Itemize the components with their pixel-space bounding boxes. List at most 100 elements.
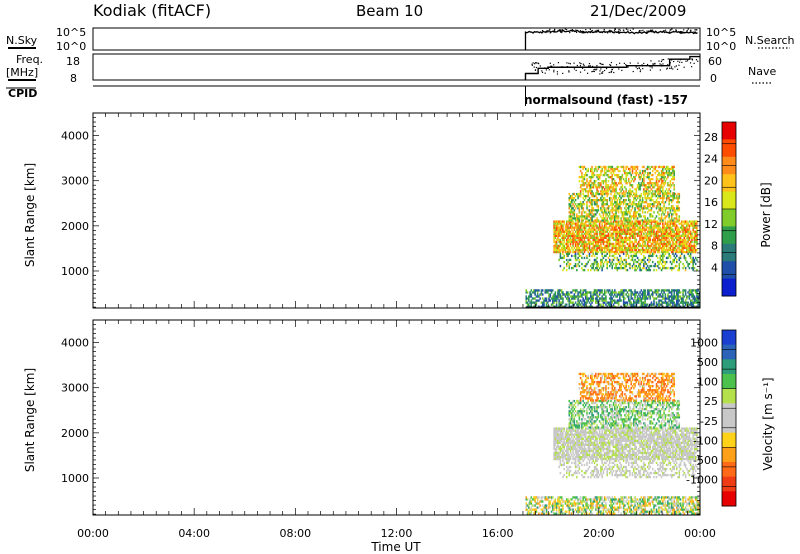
power-cell — [615, 291, 617, 294]
velocity-cell — [616, 439, 619, 442]
power-cell — [630, 303, 633, 306]
power-cell — [569, 209, 572, 212]
power-cell — [560, 242, 563, 246]
power-cell — [610, 222, 612, 225]
power-cell — [638, 182, 640, 185]
power-cell — [558, 230, 560, 233]
velocity-cell — [553, 443, 555, 447]
power-cell — [630, 209, 633, 212]
power-cell — [616, 232, 619, 235]
power-cell — [584, 215, 587, 218]
power-cell — [615, 240, 617, 244]
power-cell — [612, 213, 615, 216]
velocity-cell — [615, 433, 617, 436]
power-cell — [670, 250, 673, 254]
nsearch-point — [679, 30, 681, 33]
power-cell — [689, 246, 692, 250]
velocity-cell — [553, 451, 555, 455]
nave-point — [596, 68, 598, 70]
power-cell — [639, 169, 641, 173]
velocity-cell — [600, 435, 602, 438]
power-cell — [654, 289, 657, 292]
power-cell — [627, 293, 630, 296]
power-cell — [689, 301, 692, 304]
power-cell — [677, 293, 679, 296]
power-cell — [568, 217, 571, 220]
power-cell — [643, 190, 645, 193]
velocity-cell — [584, 433, 587, 436]
velocity-cell — [591, 441, 593, 444]
power-cell — [657, 222, 659, 225]
power-cell — [574, 252, 577, 256]
power-cell — [682, 242, 684, 246]
power-cell — [553, 236, 555, 240]
power-cell — [624, 236, 626, 240]
power-cell — [603, 244, 606, 248]
power-cell — [611, 246, 614, 250]
velocity-cell — [605, 431, 607, 434]
power-cell — [611, 188, 614, 191]
nsky-series — [524, 28, 698, 50]
power-cell — [597, 246, 600, 250]
power-cell — [683, 295, 686, 298]
velocity-cell — [553, 433, 555, 436]
velocity-cell — [592, 429, 595, 432]
power-cell — [591, 254, 593, 258]
velocity-cell — [582, 437, 584, 440]
velocity-cell — [603, 429, 606, 432]
power-cell — [571, 196, 573, 200]
nsearch-point — [647, 31, 650, 33]
nave-point — [566, 62, 568, 64]
power-cell — [597, 236, 600, 240]
power-cell — [645, 303, 648, 306]
power-cell — [646, 186, 649, 189]
power-cell — [560, 291, 563, 294]
power-cell — [645, 226, 648, 229]
power-cell — [586, 190, 588, 193]
power-cell — [616, 299, 619, 302]
power-cell — [659, 230, 662, 233]
power-cell — [664, 192, 667, 195]
nave-point — [587, 72, 589, 74]
power-cell — [691, 250, 693, 254]
power-cell — [655, 190, 658, 193]
power-cell — [689, 254, 692, 258]
power-cell — [612, 250, 615, 254]
nsearch-point — [642, 29, 644, 31]
power-cell — [603, 289, 606, 292]
power-cell — [601, 190, 603, 193]
power-cell — [677, 198, 679, 202]
power-cell — [619, 262, 621, 266]
power-cell — [586, 248, 588, 252]
power-cell — [581, 244, 583, 248]
velocity-cell — [592, 455, 595, 459]
velocity-cell — [558, 441, 560, 444]
velocity-cell — [581, 443, 583, 447]
velocity-cell — [616, 449, 619, 453]
velocity-cell — [558, 445, 560, 449]
power-cell — [662, 192, 664, 195]
power-cell — [634, 215, 636, 218]
power-cell — [693, 289, 696, 292]
power-cell — [663, 260, 665, 264]
power-cell — [660, 207, 663, 210]
power-cell — [665, 188, 668, 191]
power-cell — [679, 260, 682, 264]
power-cell — [621, 232, 624, 235]
power-cell — [622, 192, 625, 195]
power-cell — [669, 167, 672, 171]
nsearch-point — [541, 29, 544, 32]
power-cell — [574, 242, 577, 246]
power-cell — [577, 222, 579, 225]
nsearch-point — [609, 29, 611, 32]
velocity-cell — [586, 455, 588, 459]
power-cell — [583, 184, 586, 187]
power-cell — [678, 236, 681, 240]
velocity-cell — [592, 453, 595, 457]
power-cell — [659, 228, 662, 231]
power-cell — [629, 192, 631, 195]
velocity-cell — [610, 455, 612, 459]
power-cell — [554, 228, 557, 231]
power-cell — [557, 230, 559, 233]
power-cell — [675, 215, 678, 218]
